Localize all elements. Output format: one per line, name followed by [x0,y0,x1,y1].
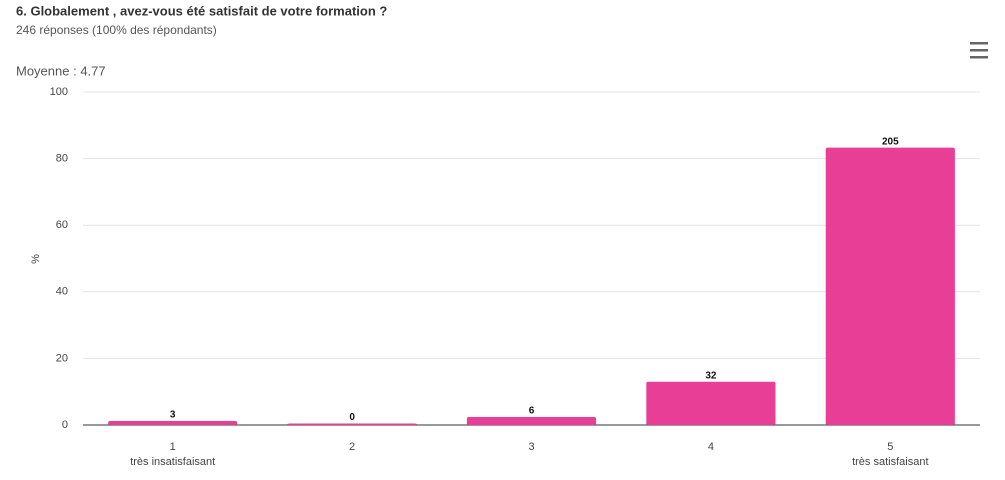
menu-bar [970,49,988,52]
y-axis-label: % [30,254,42,264]
bar [287,423,417,425]
x-tick-label: 1 [170,441,176,453]
chart-subtitle: 246 réponses (100% des répondants) [16,23,217,37]
bar [466,417,597,425]
y-tick-label: 40 [56,286,68,298]
data-label: 205 [882,136,899,147]
data-label: 0 [349,412,355,423]
bar [108,421,238,425]
x-tick-label: 2 [349,441,355,453]
y-tick-label: 100 [50,86,68,98]
menu-bar [970,42,988,45]
data-label: 3 [170,410,176,421]
x-tick-label: 5 [887,441,893,453]
bar [646,381,776,425]
menu-bar [970,56,988,59]
y-tick-label: 0 [62,419,68,431]
x-tick-label: 4 [708,441,714,453]
x-tick-label: 3 [528,441,534,453]
y-tick-label: 20 [56,352,68,364]
data-label: 32 [705,370,717,381]
y-tick-label: 80 [56,153,68,165]
menu-icon[interactable] [970,42,988,59]
average: Moyenne : 4.77 [16,63,106,78]
bar [825,147,955,425]
data-label: 6 [529,406,535,417]
x-tick-sublabel: très satisfaisant [852,456,928,468]
x-tick-sublabel: très insatisfaisant [130,456,215,468]
chart-title: 6. Globalement , avez-vous été satisfait… [16,3,387,18]
y-tick-label: 60 [56,219,68,231]
